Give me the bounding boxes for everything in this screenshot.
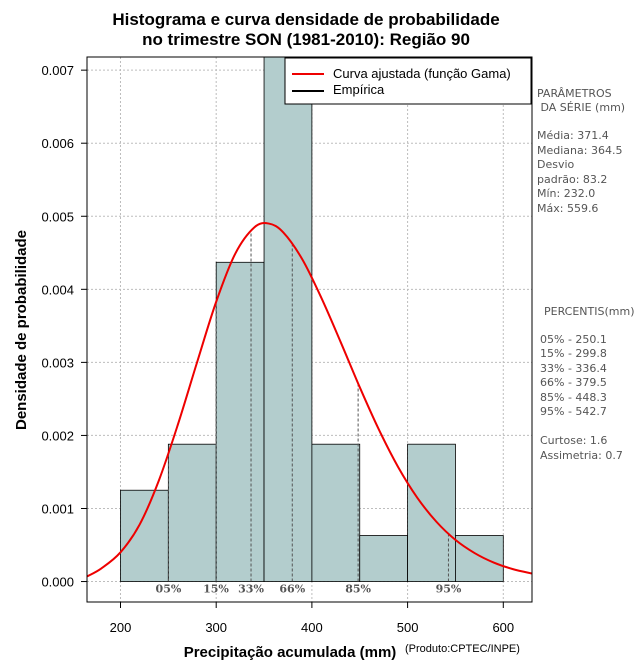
percentile-label: 33% (238, 583, 264, 596)
y-tick-label: 0.007 (41, 63, 74, 78)
percentile-line: 33% - 336.4 (540, 362, 607, 375)
percentile-markers: 05% 15% 33% 66% 85% 95% (156, 231, 462, 596)
percentiles-panel: PERCENTIS(mm) 05% - 250.1 15% - 299.8 33… (540, 305, 635, 462)
y-tick-label: 0.002 (41, 428, 74, 443)
histogram-bar (263, 57, 313, 582)
percentiles-title: PERCENTIS(mm) (544, 305, 635, 318)
params-title-line-2: DA SÉRIE (mm) (537, 101, 625, 114)
percentile-line: 85% - 448.3 (540, 391, 607, 404)
y-tick-label: 0.006 (41, 136, 74, 151)
percentile-label: 15% (203, 583, 229, 596)
param-max: Máx: 559.6 (537, 202, 598, 215)
legend: Curva ajustada (função Gama) Empírica (284, 57, 532, 105)
y-tick-label: 0.003 (41, 355, 74, 370)
y-tick-label: 0.004 (41, 282, 74, 297)
y-tick-label: 0.001 (41, 501, 74, 516)
x-tick-label: 200 (110, 620, 132, 635)
percentile-label: 05% (156, 583, 182, 596)
fitted-curve-layer (87, 222, 532, 578)
y-axis: 0.000 0.001 0.002 0.003 0.004 0.005 0.006 0.007 (41, 63, 87, 590)
histogram-bar (311, 443, 361, 582)
percentile-label: 66% (279, 583, 305, 596)
x-tick-label: 300 (205, 620, 227, 635)
x-tick-label: 600 (492, 620, 514, 635)
param-stddev-value: padrão: 83.2 (537, 173, 607, 186)
x-axis: 200 300 400 500 600 (110, 602, 514, 635)
histogram-bar (455, 535, 504, 582)
series-parameters-panel: PARÂMETROS DA SÉRIE (mm) Média: 371.4 Me… (537, 87, 625, 215)
percentile-line: 95% - 542.7 (540, 405, 607, 418)
credit-text: (Produto:CPTEC/INPE) (405, 643, 520, 655)
x-axis-title: Precipitação acumulada (mm) (184, 644, 397, 660)
param-mean: Média: 371.4 (537, 129, 609, 142)
param-stddev-label: Desvio (537, 158, 575, 171)
params-title-line-1: PARÂMETROS (537, 87, 612, 100)
param-median: Mediana: 364.5 (537, 144, 622, 157)
y-tick-label: 0.005 (41, 209, 74, 224)
chart-title-line-2: no trimestre SON (1981-2010): Região 90 (142, 30, 470, 49)
x-tick-label: 400 (301, 620, 323, 635)
percentile-line: 05% - 250.1 (540, 333, 607, 346)
kurtosis-value: Curtose: 1.6 (540, 434, 607, 447)
percentile-label: 95% (436, 583, 462, 596)
legend-label-curve: Curva ajustada (função Gama) (333, 66, 511, 81)
histogram-bar (120, 489, 169, 582)
histogram-bars (120, 57, 504, 582)
percentile-label: 85% (345, 583, 371, 596)
fitted-gamma-curve (87, 222, 532, 578)
histogram-bar (215, 261, 265, 582)
legend-box (284, 57, 532, 105)
skewness-value: Assimetria: 0.7 (540, 449, 623, 462)
histogram-bar (167, 443, 217, 582)
percentile-line: 66% - 379.5 (540, 376, 607, 389)
chart-title-line-1: Histograma e curva densidade de probabil… (112, 10, 499, 29)
percentile-line: 15% - 299.8 (540, 347, 607, 360)
plot-frame (86, 56, 533, 603)
param-min: Mín: 232.0 (537, 187, 595, 200)
histogram-bar (359, 535, 408, 582)
y-tick-label: 0.000 (41, 575, 74, 590)
histogram-bar (407, 443, 456, 582)
legend-label-empirical: Empírica (333, 82, 385, 97)
y-axis-title: Densidade de probabilidade (13, 230, 30, 430)
x-tick-label: 500 (397, 620, 419, 635)
